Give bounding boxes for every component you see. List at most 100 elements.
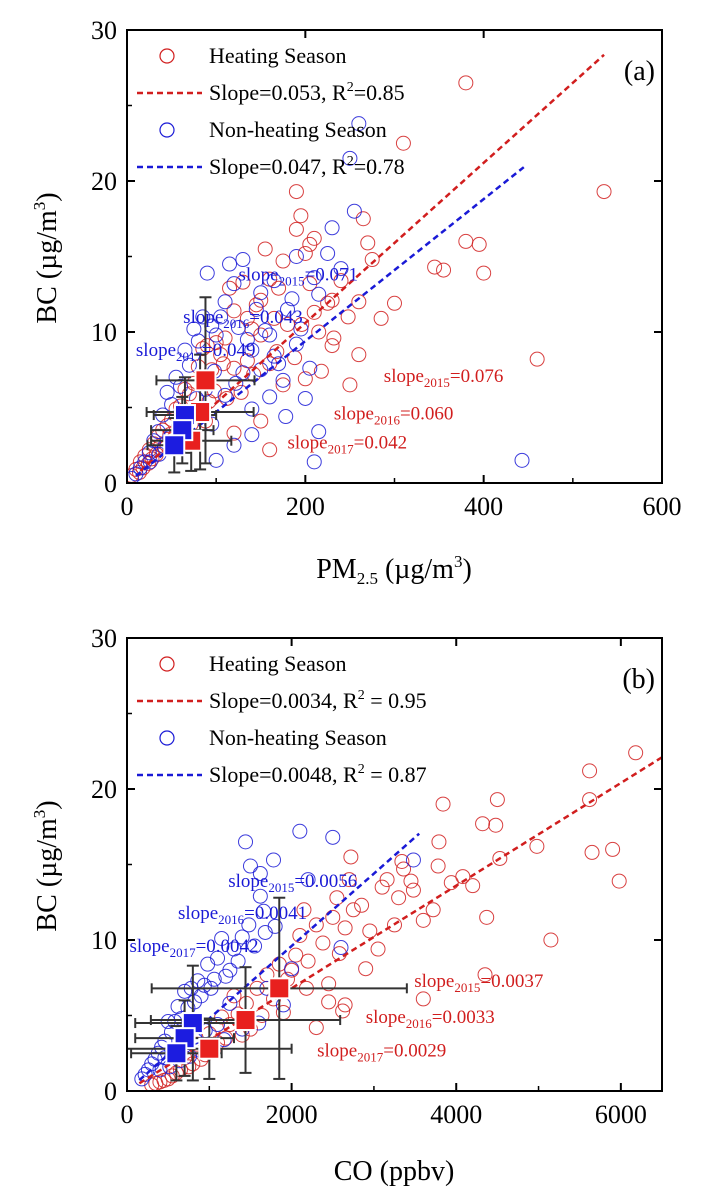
panel-a-nonheating-point [275, 372, 291, 388]
panel-a-y-tick-label: 10 [91, 318, 117, 347]
panel-a-nonheating-point [159, 384, 175, 400]
panel-b-heating-point [455, 869, 471, 885]
panel-a-nonheating-point [262, 327, 278, 343]
panel-a-heating-point [253, 327, 269, 343]
panel-a-heating-point [355, 211, 371, 227]
panel-b-heating-point [403, 873, 419, 889]
panel-b-label: (b) [622, 664, 655, 695]
panel-b-heating-point [611, 873, 627, 889]
panel-b-nonheating-point [218, 968, 234, 984]
panel-a-heating-point [269, 344, 285, 360]
panel-b-heating-point [325, 909, 341, 925]
panel-a-heating-point [215, 356, 231, 372]
panel-b-heating-point [477, 967, 493, 983]
panel-b-nonheating-point [257, 924, 273, 940]
panel-b-nonheating-point [234, 929, 250, 945]
panel-b-heating-point [321, 994, 337, 1010]
panel-a-heating-point [208, 335, 224, 351]
panel-a-nonheating-point [142, 454, 158, 470]
panel-a-heating-point [217, 330, 233, 346]
panel-a-nonheating-point [284, 291, 300, 307]
panel-a-nonheating-point [514, 452, 530, 468]
panel-b-nonheating-point [200, 956, 216, 972]
panel-a-heating-point [293, 208, 309, 224]
panel-b-heating-point [329, 890, 345, 906]
panel-a-nonheating-point [228, 375, 244, 391]
panel-b-x-tick-label: 6000 [595, 1100, 647, 1129]
panel-b-nonheating-point [134, 1071, 150, 1087]
panel-b-heating-point [435, 796, 451, 812]
panel-b-nonheating-point [242, 858, 258, 874]
panel-b-nonheating-slope-2017: slope2017=0.0042 [129, 936, 258, 960]
panel-b-nonheating-point [238, 834, 254, 850]
panel-a-heating-point [181, 386, 197, 402]
panel-a-nonheating-point [271, 356, 287, 372]
panel-a-legend: Heating Season Slope=0.053, R2=0.85 Non-he… [137, 43, 405, 179]
panel-b-heating-mean-2017 [198, 1037, 221, 1060]
panel-a-heating-point [311, 324, 327, 340]
panel-a-nonheating-point [244, 342, 260, 358]
panel-b-nonheating-point [284, 961, 300, 977]
panel-b-heating-mean-2015 [268, 977, 291, 1000]
panel-b-nonheating-point [256, 903, 272, 919]
panel-a-heating-point [288, 221, 304, 237]
panel-a-nonheating-point [222, 256, 238, 272]
panel-b-heating-mean-2016 [234, 1009, 257, 1032]
panel-b-nonheating-point [214, 930, 230, 946]
panel-a-nonheating-point [186, 321, 202, 337]
panel-b-nonheating-point [247, 938, 263, 954]
panel-a-heating-point [458, 233, 474, 249]
panel-a-nonheating-point [280, 301, 295, 317]
panel-b-heating-point [343, 849, 359, 865]
panel-a-heating-point [326, 330, 342, 346]
panel-a-nonheating-point [244, 427, 260, 443]
panel-a-nonheating-point [128, 466, 144, 482]
panel-a-heating-point [226, 425, 242, 441]
panel-a-nonheating-mean-2017 [163, 434, 186, 457]
panel-b-legend: Heating Season Slope=0.0034, R2 = 0.95 Non… [137, 651, 427, 787]
panel-b-y-tick-label: 20 [91, 775, 117, 804]
panel-a-heating-point [320, 295, 336, 311]
panel-b-x-tick-label: 0 [121, 1100, 134, 1129]
panel-a-nonheating-point [262, 389, 278, 405]
panel-a-heating-point [476, 265, 492, 281]
panel-a-heating-point [395, 135, 411, 151]
panel-b-heating-point [337, 920, 353, 936]
panel-a-nonheating-point [351, 116, 367, 132]
panel-a-heating-point [364, 252, 380, 268]
panel-b-heating-slope-2017: slope2017=0.0029 [317, 1040, 446, 1064]
panel-a-nonheating-point [217, 294, 233, 310]
panel-a-nonheating-point [127, 470, 139, 483]
panel-a-label: (a) [624, 56, 655, 87]
panel-b-heating-point [341, 872, 357, 888]
panel-a-y-tick-label: 20 [91, 167, 117, 196]
panel-b-nonheating-slope-2015: slope2015=0.0056 [228, 871, 357, 895]
panel-a-heating-point [351, 294, 367, 310]
panel-a-nonheating-point [320, 245, 336, 261]
panel-a-heating-point [373, 310, 389, 326]
panel-b-heating-point [335, 1003, 351, 1019]
panel-a-heating-point [340, 309, 356, 325]
panel-b-heating-point [300, 953, 316, 969]
panel-b-nonheating-point [222, 995, 238, 1011]
panel-b-heating-point [479, 909, 495, 925]
panel-b-heating-point [396, 861, 412, 877]
panel-b-nonheating-point [405, 852, 421, 868]
panel-b-nonheating-point [333, 940, 349, 956]
panel-b-heating-point [379, 872, 395, 888]
panel-a-heating-point [288, 184, 304, 200]
panel-b-nonheating-point [170, 998, 186, 1014]
panel-b-annual-means [165, 977, 291, 1065]
panel-b-heating-point [582, 763, 598, 779]
panel-a-heating-point [306, 230, 322, 246]
panel-a-nonheating-slope-2016: slope2016=0.043 [183, 307, 303, 331]
panel-a-x-tick-label: 200 [286, 492, 325, 521]
panel-a-heating-point [458, 75, 474, 91]
panel-a-nonheating-point [199, 265, 215, 281]
panel-b-heating-point [415, 991, 431, 1007]
panel-a-nonheating-point [177, 342, 193, 358]
panel-a-heating-point [226, 360, 242, 376]
panel-b-heating-slope-2015: slope2015=0.0037 [414, 971, 543, 995]
panel-a-plot-area [127, 53, 612, 483]
